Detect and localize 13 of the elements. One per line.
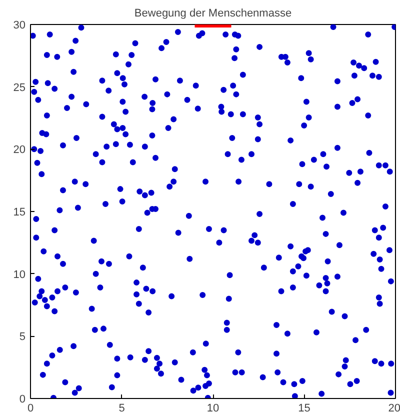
x-tick-label: 20 bbox=[388, 402, 400, 414]
y-tick-label: 30 bbox=[13, 20, 26, 32]
y-tick-label: 5 bbox=[19, 331, 26, 344]
y-tick-label: 25 bbox=[13, 82, 26, 94]
chart-title: Bewegung der Menschenmasse bbox=[134, 8, 292, 20]
x-tick-label: 5 bbox=[118, 402, 125, 414]
x-tick-label: 0 bbox=[27, 402, 34, 414]
y-tick-label: 0 bbox=[19, 394, 26, 406]
y-tick-label: 20 bbox=[13, 144, 26, 156]
y-tick-label: 10 bbox=[13, 268, 26, 281]
y-tick-label: 15 bbox=[13, 206, 26, 218]
x-tick-label: 10 bbox=[206, 402, 220, 414]
x-tick-label: 15 bbox=[298, 402, 310, 414]
